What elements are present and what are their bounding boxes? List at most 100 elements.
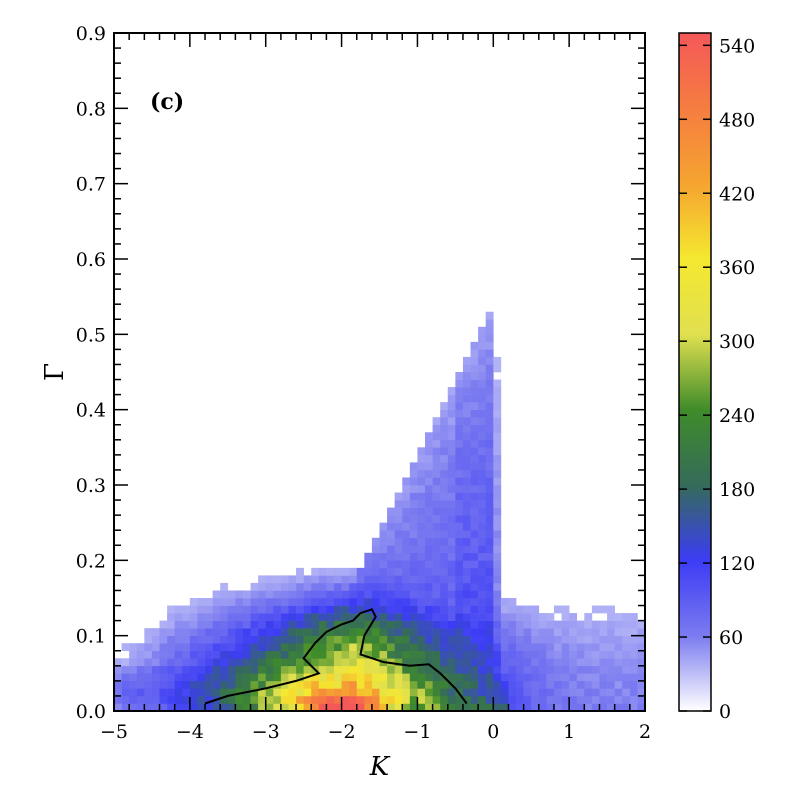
heatmap-cell (227, 695, 236, 704)
heatmap-cell (425, 650, 433, 659)
heatmap-cell (425, 500, 433, 508)
heatmap-cell (440, 469, 449, 478)
heatmap-cell (546, 703, 555, 712)
heatmap-cell (341, 620, 350, 629)
heatmap-cell (296, 658, 304, 667)
heatmap-cell (614, 613, 623, 621)
heatmap-cell (485, 394, 494, 403)
heatmap-cell (425, 643, 433, 652)
heatmap-cell (440, 560, 449, 569)
plot-frame (113, 32, 646, 712)
heatmap-cell (523, 650, 532, 659)
heatmap-cell (417, 695, 426, 704)
heatmap-cell (265, 665, 274, 674)
heatmap-cell (462, 613, 471, 621)
heatmap-cell (273, 598, 282, 606)
heatmap-cell (622, 673, 631, 682)
heatmap-cell (485, 605, 494, 614)
heatmap-cell (470, 582, 479, 591)
heatmap-cell (447, 469, 456, 478)
heatmap-cell (447, 643, 456, 652)
heatmap-cell (417, 680, 426, 689)
heatmap-cell (364, 582, 373, 591)
heatmap-cell (485, 695, 494, 704)
heatmap-cell (478, 635, 486, 644)
heatmap-cell (402, 507, 411, 516)
heatmap-cell (409, 650, 418, 659)
heatmap-cell (417, 658, 426, 667)
x-tick-label: −1 (403, 721, 431, 743)
heatmap-cell (402, 605, 411, 614)
heatmap-cell (591, 643, 600, 652)
heatmap-cell (417, 567, 426, 576)
heatmap-cell (409, 462, 418, 471)
heatmap-cell (447, 590, 456, 599)
heatmap-cell (227, 605, 236, 614)
heatmap-cell (432, 650, 441, 659)
heatmap-cell (455, 628, 464, 636)
heatmap-cell (485, 349, 494, 358)
heatmap-cell (144, 703, 153, 712)
heatmap-cell (569, 628, 578, 636)
heatmap-cell (455, 507, 464, 516)
heatmap-cell (584, 613, 593, 621)
heatmap-cell (478, 492, 486, 501)
heatmap-cell (591, 703, 600, 712)
heatmap-cell (478, 695, 486, 704)
heatmap-cell (523, 680, 532, 689)
heatmap-cell (296, 688, 304, 697)
heatmap-cell (151, 665, 160, 674)
heatmap-cell (341, 650, 350, 659)
heatmap-cell (341, 605, 350, 614)
heatmap-cell (311, 695, 320, 704)
heatmap-cell (387, 560, 395, 569)
heatmap-cell (485, 613, 494, 621)
heatmap-cell (417, 477, 426, 486)
heatmap-cell (371, 695, 380, 704)
heatmap-cell (470, 545, 479, 554)
heatmap-cell (478, 688, 486, 697)
heatmap-cell (508, 688, 517, 697)
heatmap-cell (425, 688, 433, 697)
heatmap-cell (462, 515, 471, 523)
heatmap-cell (258, 673, 267, 682)
heatmap-cell (432, 673, 441, 682)
heatmap-cell (402, 590, 411, 599)
heatmap-cell (462, 688, 471, 697)
heatmap-cell (387, 590, 395, 599)
heatmap-cell (531, 628, 540, 636)
heatmap-cell (136, 695, 145, 704)
heatmap-cell (417, 613, 426, 621)
heatmap-cell (402, 635, 411, 644)
heatmap-cell (485, 703, 494, 712)
heatmap-cell (326, 567, 335, 576)
heatmap-cell (273, 688, 282, 697)
heatmap-cell (629, 665, 638, 674)
heatmap-cell (189, 605, 198, 614)
heatmap-cell (485, 311, 494, 320)
heatmap-cell (462, 402, 471, 410)
heatmap-cell (622, 643, 631, 652)
heatmap-cell (500, 650, 509, 659)
heatmap-cell (318, 628, 327, 636)
heatmap-cell (311, 628, 320, 636)
heatmap-cell (409, 500, 418, 508)
heatmap-cell (485, 387, 494, 395)
heatmap-cell (151, 643, 160, 652)
heatmap-cell (364, 605, 373, 614)
heatmap-cell (493, 628, 502, 636)
heatmap-cell (447, 703, 456, 712)
heatmap-cell (440, 530, 449, 539)
heatmap-cell (273, 628, 282, 636)
heatmap-cell (197, 605, 206, 614)
heatmap-cell (151, 703, 160, 712)
heatmap-cell (462, 469, 471, 478)
heatmap-cell (455, 372, 464, 380)
heatmap-cell (470, 372, 479, 380)
heatmap-cell (478, 680, 486, 689)
heatmap-cell (417, 530, 426, 539)
heatmap-cell (227, 673, 236, 682)
heatmap-cell (455, 522, 464, 531)
heatmap-cell (470, 485, 479, 493)
heatmap-cell (114, 688, 122, 697)
